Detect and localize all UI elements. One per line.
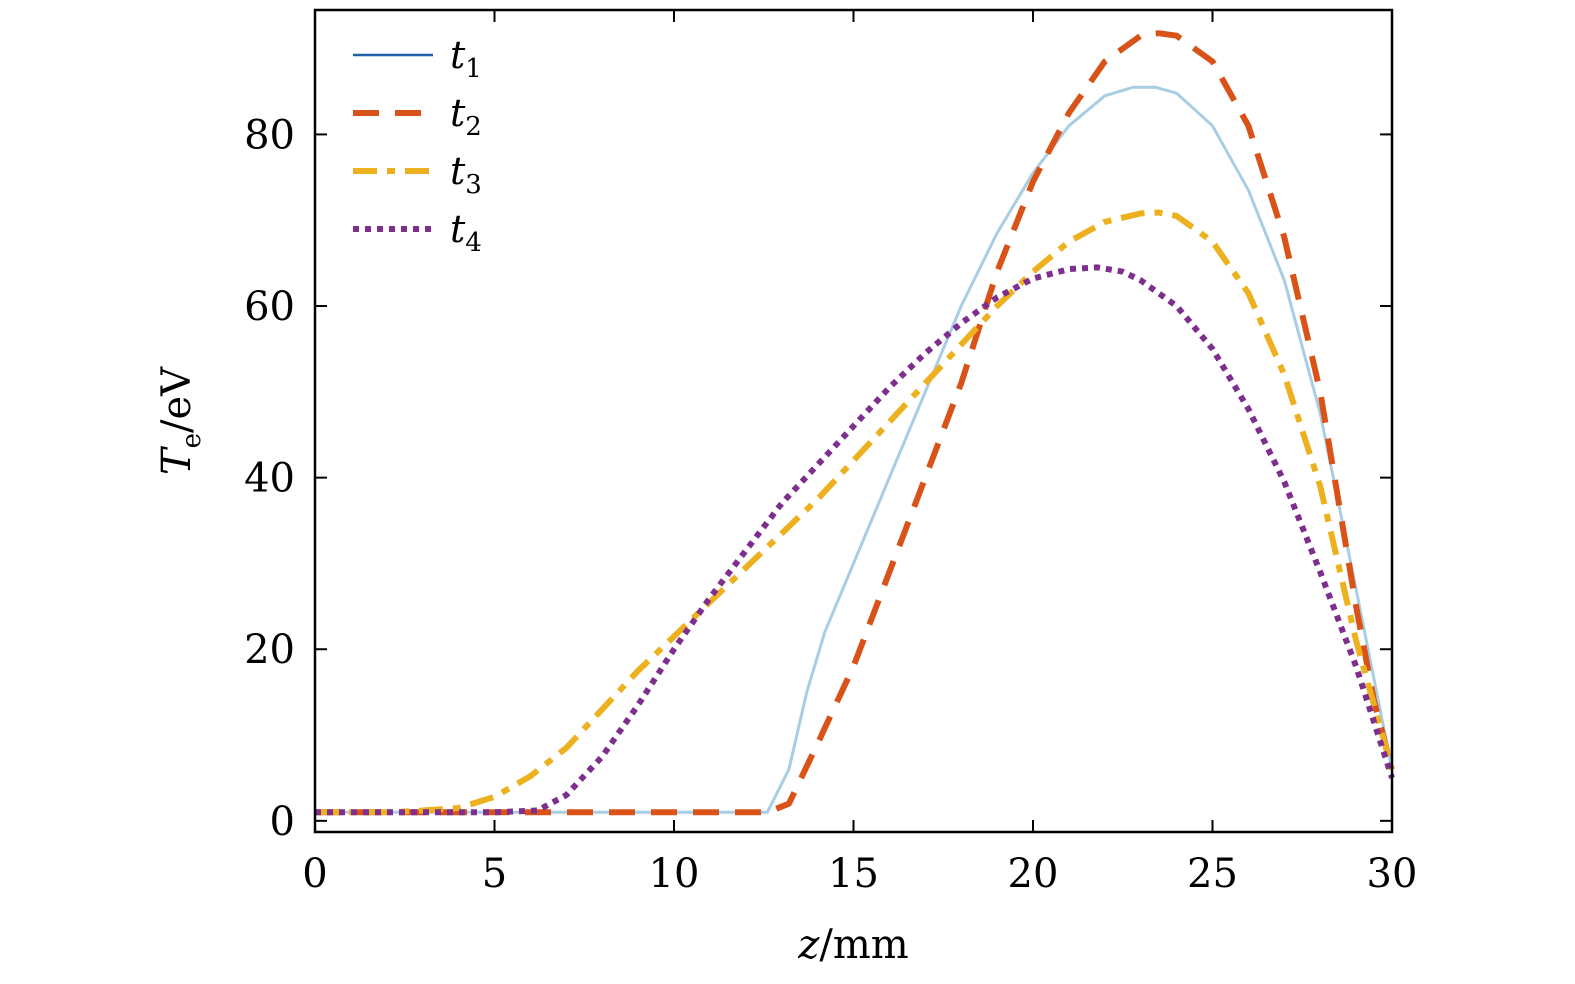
- legend-label-t3: t3: [450, 149, 482, 200]
- series-line-t4: [315, 264, 1395, 816]
- x-tick-label: 0: [302, 851, 327, 897]
- x-tick-label: 5: [482, 851, 507, 897]
- y-axis-label-unit: /eV: [154, 366, 200, 433]
- y-tick-label: 80: [244, 112, 295, 158]
- series-line-t3: [315, 209, 1395, 816]
- legend-label-t4: t4: [450, 207, 482, 258]
- x-tick-label: 30: [1367, 851, 1418, 897]
- x-axis-label-var: z: [797, 922, 820, 968]
- series-line-t2: [315, 30, 1395, 816]
- x-tick-label: 10: [649, 851, 700, 897]
- x-axis-label: z/mm: [797, 922, 908, 968]
- y-tick-label: 0: [270, 799, 295, 845]
- legend-label-t1: t1: [450, 33, 482, 84]
- series-layer: [315, 30, 1395, 816]
- legend: t1 t2 t3 t4: [353, 33, 482, 258]
- x-tick-label: 20: [1008, 851, 1059, 897]
- x-tick-label: 25: [1187, 851, 1238, 897]
- ticks-layer: 0 5 10 15 20 25 30 0 20 40 60 80: [244, 10, 1417, 897]
- y-axis-label-sub: e: [177, 433, 207, 448]
- x-axis-label-unit: /mm: [819, 922, 908, 968]
- legend-label-t2: t2: [450, 91, 482, 142]
- y-tick-label: 20: [244, 627, 295, 673]
- y-tick-label: 60: [244, 284, 295, 330]
- y-axis-label-var: T: [154, 445, 200, 475]
- x-tick-label: 15: [828, 851, 879, 897]
- y-axis-label: Te/eV: [154, 366, 207, 475]
- y-tick-label: 40: [244, 456, 295, 502]
